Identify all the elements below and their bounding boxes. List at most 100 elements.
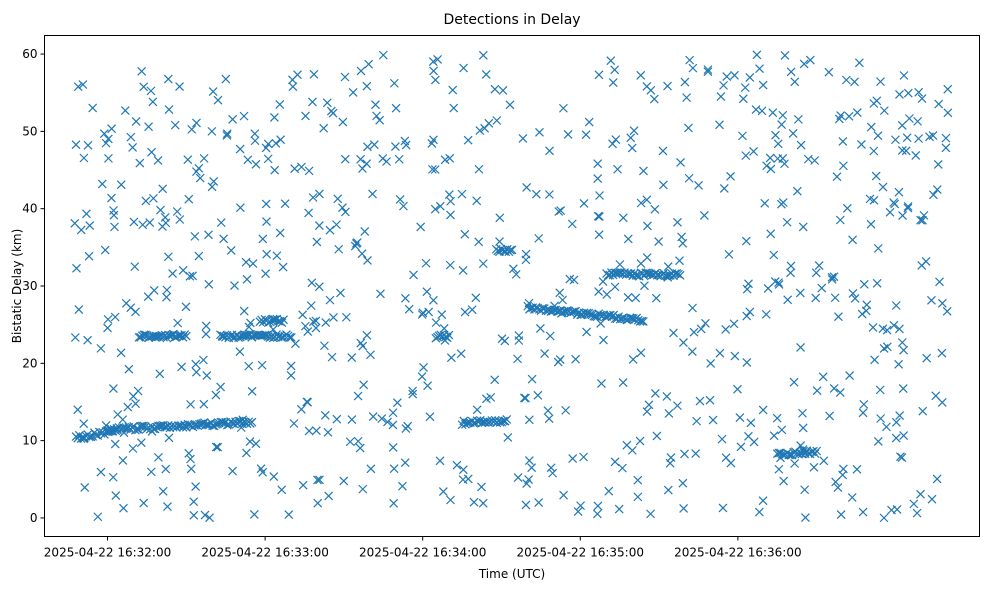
- detection-point: [678, 238, 688, 248]
- detection-point: [903, 201, 913, 211]
- detection-point: [106, 193, 116, 203]
- detection-point: [527, 463, 537, 473]
- detection-point: [158, 486, 168, 496]
- detection-point: [378, 50, 388, 60]
- detection-point: [809, 462, 819, 472]
- detection-point: [701, 318, 710, 328]
- detection-point: [895, 90, 904, 99]
- detection-point: [293, 70, 302, 80]
- detection-point: [469, 497, 479, 507]
- detection-point: [144, 122, 153, 132]
- detection-point: [778, 198, 788, 207]
- detection-point: [663, 485, 673, 495]
- detection-point: [435, 456, 445, 466]
- detection-point: [742, 357, 752, 367]
- detection-point: [703, 65, 713, 75]
- detection-point: [796, 343, 806, 352]
- detection-point: [191, 367, 201, 377]
- detection-point: [463, 135, 473, 145]
- detection-point: [449, 103, 459, 113]
- detection-point: [490, 415, 500, 425]
- detection-point: [478, 498, 488, 508]
- detection-point: [593, 174, 603, 183]
- detection-point: [278, 262, 288, 272]
- detection-point: [742, 284, 752, 294]
- detection-point: [400, 293, 410, 303]
- detection-point: [275, 100, 285, 109]
- detection-point: [751, 105, 761, 115]
- detection-point: [403, 421, 413, 431]
- detection-point: [358, 484, 368, 494]
- detection-point: [838, 161, 848, 171]
- detection-point: [642, 268, 652, 278]
- detection-point: [313, 498, 323, 508]
- detection-point: [222, 129, 232, 139]
- detection-point: [503, 433, 513, 442]
- detection-point: [497, 334, 507, 344]
- detection-point: [311, 323, 321, 333]
- detection-point: [608, 139, 617, 149]
- detection-point: [109, 206, 118, 215]
- detection-point: [505, 100, 515, 110]
- detection-point: [216, 382, 226, 392]
- detection-point: [513, 354, 522, 364]
- detection-point: [207, 182, 217, 192]
- detection-point: [730, 70, 739, 80]
- detection-point: [277, 485, 287, 495]
- detection-point: [604, 486, 614, 496]
- detection-point: [168, 269, 178, 278]
- detection-point: [194, 251, 204, 261]
- detection-point: [153, 452, 163, 462]
- detection-point: [740, 83, 750, 93]
- detection-point: [272, 251, 282, 261]
- detection-point: [535, 127, 544, 137]
- detection-point: [467, 305, 477, 315]
- detection-point: [928, 190, 938, 200]
- data-points: [70, 50, 953, 523]
- detection-point: [460, 307, 470, 317]
- detection-point: [356, 338, 366, 348]
- plot-frame: [44, 35, 980, 537]
- detection-point: [675, 270, 685, 280]
- detection-point: [191, 359, 201, 369]
- detection-point: [181, 331, 191, 341]
- detection-point: [873, 437, 883, 446]
- detection-point: [783, 295, 793, 305]
- detection-point: [633, 492, 643, 502]
- detection-point: [766, 164, 776, 174]
- detection-point: [183, 155, 193, 165]
- detection-point: [833, 312, 843, 322]
- detection-point: [845, 371, 855, 381]
- detection-point: [829, 383, 839, 393]
- detection-point: [390, 142, 400, 151]
- detection-point: [143, 292, 153, 302]
- detection-point: [239, 111, 249, 121]
- detection-point: [646, 509, 655, 519]
- detection-point: [377, 414, 387, 423]
- detection-point: [245, 437, 255, 447]
- detection-point: [733, 384, 742, 394]
- detection-point: [833, 483, 843, 493]
- detection-point: [872, 278, 882, 288]
- detection-point: [275, 228, 285, 238]
- detection-point: [440, 155, 450, 165]
- detection-point: [519, 393, 529, 403]
- detection-point: [347, 415, 357, 425]
- detection-point: [715, 120, 724, 130]
- x-tick-label: 2025-04-22 16:34:00: [359, 546, 486, 560]
- detection-point: [495, 213, 505, 223]
- detection-point: [654, 237, 664, 247]
- detection-point: [314, 221, 324, 230]
- detection-point: [309, 69, 319, 79]
- detection-point: [599, 335, 608, 345]
- detection-point: [717, 434, 727, 444]
- y-tick-label: 40: [22, 202, 37, 216]
- detection-point: [375, 115, 385, 125]
- detection-point: [199, 153, 209, 163]
- detection-point: [511, 269, 521, 279]
- detection-point: [721, 453, 731, 463]
- detection-point: [306, 301, 316, 311]
- detection-point: [684, 173, 694, 183]
- detection-point: [388, 420, 398, 430]
- detection-point: [409, 270, 418, 280]
